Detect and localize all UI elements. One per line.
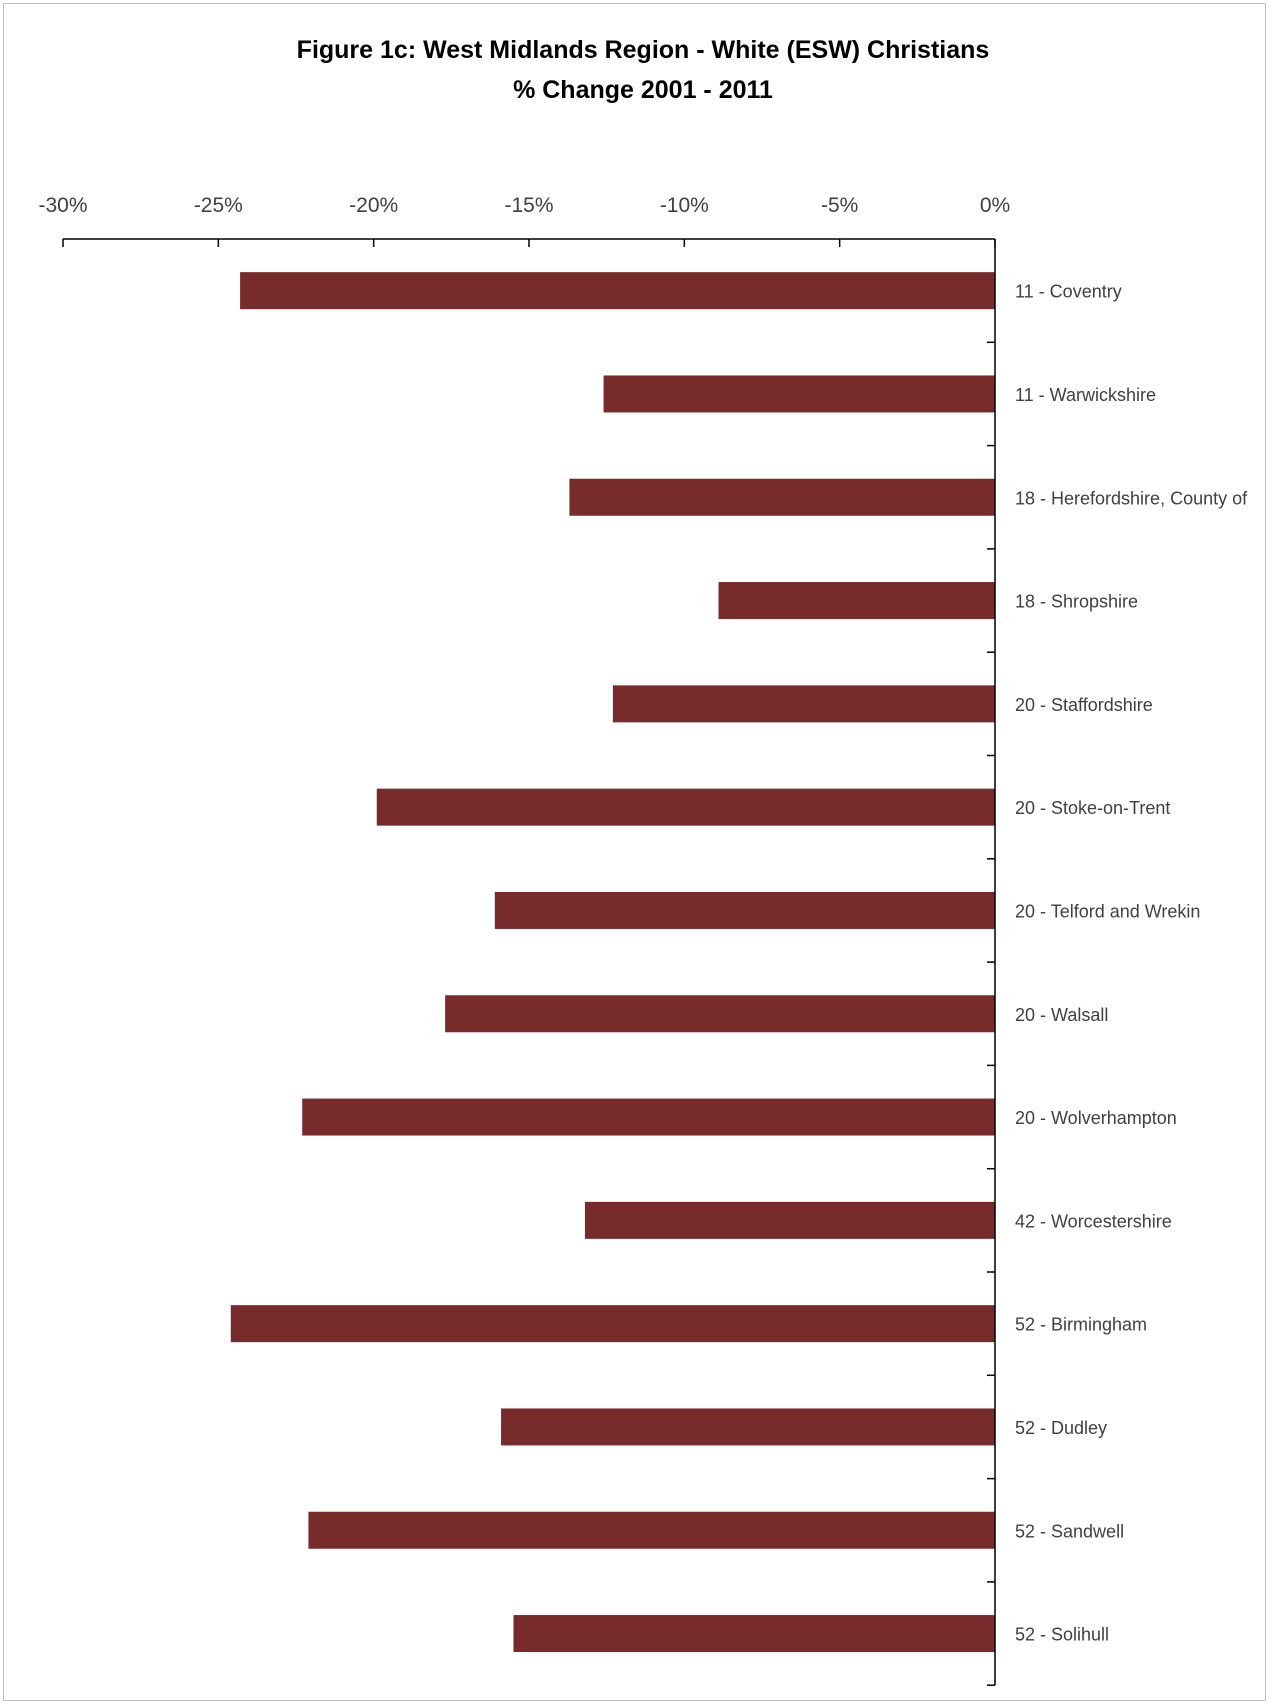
category-label: 20 - Wolverhampton [1015, 1108, 1177, 1128]
bar [584, 1201, 995, 1239]
chart-subtitle: % Change 2001 - 2011 [513, 76, 773, 104]
category-label: 52 - Solihull [1015, 1625, 1109, 1645]
bar [445, 995, 995, 1033]
x-tick-label: -30% [38, 194, 87, 217]
bar [513, 1615, 995, 1653]
category-label: 18 - Shropshire [1015, 592, 1138, 612]
bars [230, 272, 996, 1653]
category-label: 52 - Dudley [1015, 1418, 1107, 1438]
category-label: 18 - Herefordshire, County of [1015, 488, 1248, 508]
bar [230, 1305, 995, 1343]
bar [302, 1098, 995, 1136]
bar [308, 1511, 996, 1549]
bar [612, 685, 995, 723]
category-label: 11 - Coventry [1015, 282, 1122, 302]
y-axis: 11 - Coventry 11 - Warwickshire 18 - Heref… [987, 239, 1248, 1686]
category-label: 20 - Walsall [1015, 1005, 1108, 1025]
category-label: 20 - Stoke-on-Trent [1015, 798, 1170, 818]
bar [603, 375, 995, 413]
bar [240, 272, 995, 310]
bar [376, 788, 996, 826]
x-tick-label: 0% [980, 194, 1010, 217]
category-label: 20 - Staffordshire [1015, 695, 1153, 715]
x-tick-label: -20% [349, 194, 398, 217]
category-label: 11 - Warwickshire [1015, 385, 1156, 405]
x-tick-label: -15% [504, 194, 553, 217]
category-label: 52 - Sandwell [1015, 1521, 1124, 1541]
x-tick-label: -5% [821, 194, 858, 217]
bar [718, 582, 995, 620]
bar [494, 891, 995, 929]
x-axis: -30% -25% -20% -15% -10% -5% 0% [38, 194, 1010, 247]
category-label: 52 - Birmingham [1015, 1315, 1147, 1335]
bar [569, 478, 995, 516]
x-tick-label: -25% [194, 194, 243, 217]
bar [501, 1408, 995, 1446]
chart-title: Figure 1c: West Midlands Region - White … [297, 36, 990, 64]
x-tick-label: -10% [660, 194, 709, 217]
category-label: 20 - Telford and Wrekin [1015, 901, 1200, 921]
category-label: 42 - Worcestershire [1015, 1211, 1172, 1231]
